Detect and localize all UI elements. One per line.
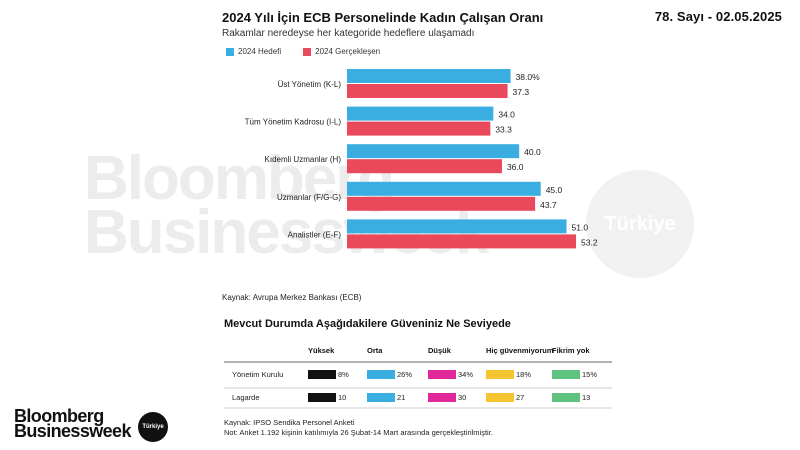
chart1-title: 2024 Yılı İçin ECB Personelinde Kadın Ça… — [222, 10, 544, 25]
table-cell-box — [486, 393, 514, 402]
bar-target — [347, 69, 511, 83]
table-cell-value: 21 — [397, 393, 405, 402]
logo-circle: Türkiye — [138, 412, 168, 442]
value-label-actual: 36.0 — [507, 162, 524, 172]
table-cell-box — [308, 393, 336, 402]
category-label: Tüm Yönetim Kadrosu (I-L) — [245, 118, 342, 127]
category-label: Analistler (E-F) — [288, 230, 342, 239]
category-label: Uzmanlar (F/G-G) — [277, 193, 341, 202]
bar-target — [347, 219, 567, 234]
table-cell-box — [428, 393, 456, 402]
table-cell-value: 30 — [458, 393, 466, 402]
table-cell-box — [428, 370, 456, 379]
category-label: Üst Yönetim (K-L) — [278, 80, 342, 89]
table-cell-value: 27 — [516, 393, 524, 402]
bar-actual — [347, 159, 502, 174]
table-row-label: Yönetim Kurulu — [232, 370, 283, 379]
logo-line2: Businessweek — [14, 421, 131, 441]
table-cell-box — [308, 370, 336, 379]
value-label-actual: 33.3 — [495, 125, 512, 135]
table-cell-box — [552, 393, 580, 402]
legend-swatch-actual — [303, 47, 312, 56]
table-cell-box — [367, 370, 395, 379]
chart1-legend: 2024 Hedefi 2024 Gerçekleşen — [226, 47, 380, 56]
bar-actual — [347, 196, 536, 211]
bar-target — [347, 144, 520, 159]
chart1-subtitle: Rakamlar neredeyse her kategoride hedefl… — [222, 28, 475, 39]
chart2-source: Kaynak: IPSO Sendika Personel Anketi — [224, 418, 355, 427]
table-cell-value: 34% — [458, 370, 473, 379]
value-label-actual: 43.7 — [540, 200, 557, 210]
table-column-header: Hiç güvenmiyorum — [486, 346, 554, 355]
legend-item-actual: 2024 Gerçekleşen — [303, 47, 380, 56]
table-cell-value: 10 — [338, 393, 346, 402]
table-cell-value: 8% — [338, 370, 349, 379]
value-label-target: 51.0 — [572, 222, 589, 232]
value-label-actual: 53.2 — [581, 237, 598, 247]
bar-target — [347, 106, 494, 121]
table-column-header: Düşük — [428, 346, 452, 355]
bar-actual — [347, 234, 576, 249]
value-label-actual: 37.3 — [513, 87, 530, 97]
table-cell-value: 13 — [582, 393, 590, 402]
bar-actual — [347, 121, 491, 136]
value-label-target: 38.0% — [516, 72, 541, 82]
table-cell-box — [486, 370, 514, 379]
watermark-logo: Bloomberg Businessweek — [84, 144, 574, 264]
value-label-target: 45.0 — [546, 185, 563, 195]
chart1-source: Kaynak: Avrupa Merkez Bankası (ECB) — [222, 293, 362, 302]
chart2-title: Mevcut Durumda Aşağıdakilere Güveniniz N… — [224, 318, 511, 330]
watermark-line1: Bloomberg — [84, 144, 395, 213]
table-column-header: Fikrim yok — [552, 346, 590, 355]
table-cell-value: 26% — [397, 370, 412, 379]
table-column-header: Yüksek — [308, 346, 335, 355]
chart1-plot: Üst Yönetim (K-L) 38.0% 37.3 Tüm Yönetim Ka… — [245, 69, 598, 249]
bar-actual — [347, 84, 508, 98]
value-label-target: 40.0 — [524, 147, 541, 157]
value-label-target: 34.0 — [498, 110, 515, 120]
legend-swatch-target — [226, 47, 234, 56]
watermark-circle: Türkiye — [586, 170, 694, 278]
logo-line1: Bloomberg — [14, 406, 104, 426]
table-cell-value: 15% — [582, 370, 597, 379]
bar-target — [347, 181, 541, 196]
category-label: Kıdemli Uzmanlar (H) — [265, 155, 342, 164]
legend-label-actual: 2024 Gerçekleşen — [315, 47, 381, 56]
legend-label-target: 2024 Hedefi — [238, 47, 282, 56]
legend-item-target: 2024 Hedefi — [226, 47, 281, 56]
table-cell-value: 18% — [516, 370, 531, 379]
issue-label: 78. Sayı - 02.05.2025 — [654, 9, 782, 24]
table-cell-box — [367, 393, 395, 402]
table-column-header: Orta — [367, 346, 383, 355]
table-cell-box — [552, 370, 580, 379]
chart2-note: Not: Anket 1.192 kişinin katılımıyla 26 … — [224, 428, 493, 437]
table-row-label: Lagarde — [232, 393, 260, 402]
bloomberg-logo: Bloomberg Businessweek — [14, 406, 131, 441]
